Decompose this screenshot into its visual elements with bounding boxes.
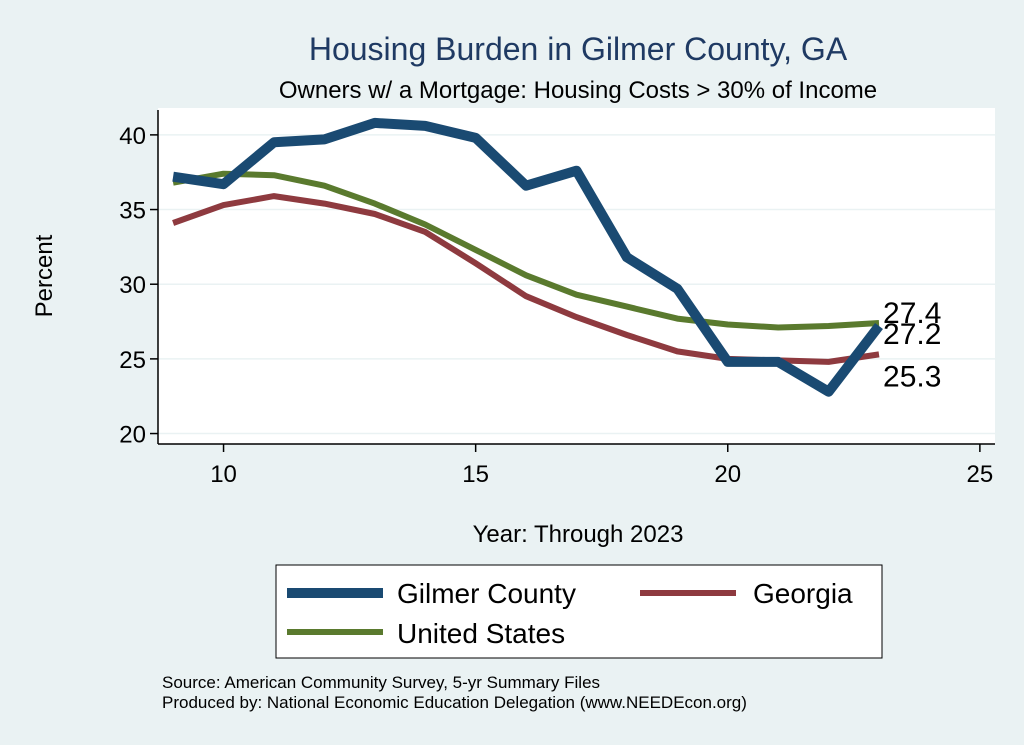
chart-title: Housing Burden in Gilmer County, GA [309, 31, 848, 67]
legend: Gilmer County Georgia United States [275, 564, 883, 659]
y-axis: 20 25 30 35 40 [119, 110, 159, 449]
end-label-gilmer-county: 27.2 [883, 318, 941, 351]
legend-box [275, 564, 883, 659]
y-axis-title: Percent [31, 234, 58, 317]
x-tick-label-10: 10 [210, 461, 237, 488]
end-label-georgia: 25.3 [883, 360, 941, 393]
y-tick-label-35: 35 [119, 198, 146, 225]
x-tick-label-15: 15 [462, 461, 489, 488]
legend-label-gilmer-county: Gilmer County [397, 578, 576, 609]
legend-label-georgia: Georgia [753, 578, 853, 609]
x-tick-label-25: 25 [967, 461, 994, 488]
series-line-gilmer-county [172, 117, 883, 397]
x-axis: 10 15 20 25 [158, 443, 995, 488]
y-tick-label-40: 40 [119, 123, 146, 150]
y-tick-label-30: 30 [119, 272, 146, 299]
x-tick-label-20: 20 [714, 461, 741, 488]
chart-subtitle: Owners w/ a Mortgage: Housing Costs > 30… [279, 77, 877, 104]
plot-area [158, 108, 995, 444]
series-lines [172, 117, 883, 397]
source-note: Source: American Community Survey, 5-yr … [162, 673, 600, 692]
x-axis-title: Year: Through 2023 [473, 521, 684, 548]
series-line-united-states [172, 170, 880, 331]
end-labels: 27.2 25.3 27.4 [883, 297, 941, 393]
end-label-united-states: 27.4 [883, 297, 941, 330]
y-tick-label-25: 25 [119, 347, 146, 374]
legend-label-united-states: United States [397, 618, 565, 649]
producer-note: Produced by: National Economic Education… [162, 693, 747, 712]
y-tick-label-20: 20 [119, 422, 146, 449]
